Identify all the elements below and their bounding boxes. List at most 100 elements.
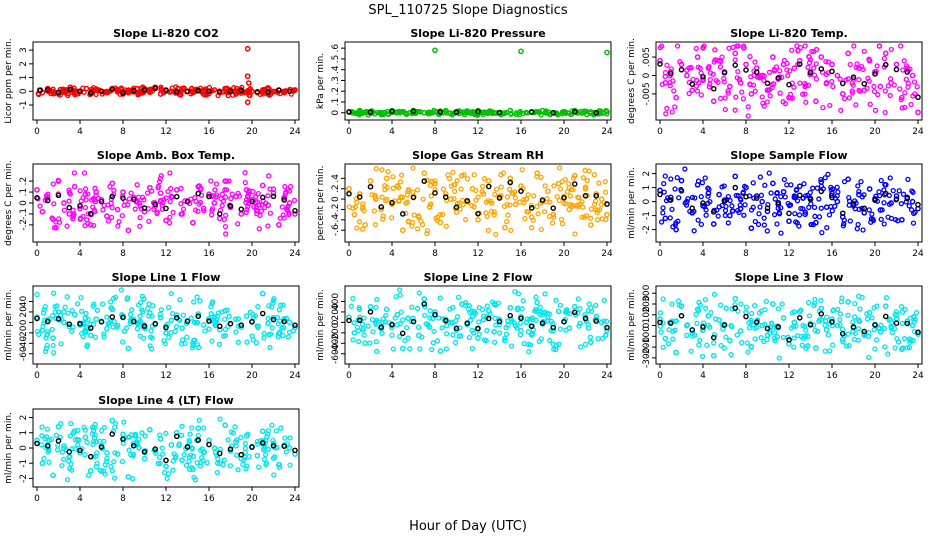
data-point <box>179 423 185 429</box>
data-point <box>588 308 595 315</box>
data-point <box>208 304 214 310</box>
highlight-point <box>721 198 728 204</box>
data-point <box>888 46 894 53</box>
data-point <box>287 435 293 441</box>
data-point <box>105 218 112 224</box>
data-point <box>200 91 207 97</box>
data-point <box>209 338 215 344</box>
data-point <box>424 230 430 237</box>
data-point <box>436 315 442 321</box>
data-point <box>500 170 507 176</box>
data-point <box>845 312 851 318</box>
data-point <box>67 84 74 91</box>
data-point <box>265 315 271 322</box>
data-point <box>98 427 105 434</box>
data-point <box>538 112 544 118</box>
data-point <box>158 306 165 313</box>
data-point <box>846 194 852 201</box>
data-point <box>700 45 706 51</box>
data-point <box>782 101 789 107</box>
data-point <box>885 83 892 89</box>
data-point <box>839 91 846 97</box>
data-point <box>813 76 820 82</box>
data-point <box>774 221 780 227</box>
data-point <box>780 61 787 68</box>
data-point <box>528 225 535 231</box>
data-point <box>566 181 572 187</box>
data-point <box>540 312 546 318</box>
data-point <box>693 311 699 318</box>
data-point <box>92 421 98 428</box>
data-point <box>716 57 722 64</box>
data-point <box>567 193 574 199</box>
data-point <box>768 321 775 327</box>
data-point <box>717 302 724 308</box>
data-point <box>672 222 678 228</box>
data-point <box>397 321 403 327</box>
data-point <box>767 93 773 99</box>
y-tick-label: -.2 <box>19 219 29 231</box>
highlight-point <box>786 81 792 88</box>
data-point <box>200 205 207 212</box>
highlight-point <box>216 450 223 457</box>
data-point <box>758 192 765 198</box>
data-point <box>125 474 132 480</box>
data-point <box>369 192 375 198</box>
data-point <box>705 65 712 71</box>
data-point <box>471 172 477 178</box>
data-point <box>120 431 126 438</box>
x-tick-label: 0 <box>346 127 352 137</box>
data-point <box>136 319 142 326</box>
data-point <box>72 446 78 452</box>
highlight-point <box>915 201 921 208</box>
highlight-point <box>98 88 105 95</box>
data-point <box>148 328 154 334</box>
data-point <box>422 304 428 310</box>
data-point <box>660 205 666 211</box>
data-point <box>165 304 172 311</box>
data-point <box>869 211 875 217</box>
highlight-point <box>829 194 835 201</box>
data-point <box>384 184 390 190</box>
data-point <box>278 302 284 308</box>
data-point <box>112 420 119 427</box>
panel-title: Slope Li-820 Temp. <box>730 27 848 40</box>
data-point <box>437 295 443 301</box>
data-point <box>826 212 833 218</box>
data-point <box>265 202 271 209</box>
data-point <box>479 183 486 190</box>
data-point <box>764 332 771 339</box>
data-point <box>196 417 202 423</box>
panel-title: Slope Line 3 Flow <box>735 271 844 284</box>
data-point <box>213 194 219 200</box>
highlight-point <box>109 431 116 437</box>
data-point <box>150 303 156 309</box>
x-tick-label: 0 <box>657 371 663 381</box>
highlight-point <box>882 190 889 197</box>
data-point <box>839 336 846 343</box>
data-point <box>866 207 872 213</box>
data-point <box>866 186 873 192</box>
data-point <box>407 346 413 352</box>
data-point <box>244 99 251 106</box>
data-point <box>525 329 532 335</box>
data-point <box>823 58 829 65</box>
x-tick-label: 16 <box>826 127 838 137</box>
data-point <box>49 326 55 333</box>
highlight-point <box>77 203 83 209</box>
data-point <box>557 186 564 192</box>
data-point <box>811 48 817 55</box>
data-point <box>505 212 511 218</box>
data-point <box>85 472 92 479</box>
data-point <box>267 186 273 192</box>
data-point <box>866 354 872 361</box>
data-point <box>604 211 610 218</box>
data-point <box>356 219 363 225</box>
data-point <box>794 186 800 193</box>
data-point <box>588 222 594 228</box>
panel-title: Slope Li-820 CO2 <box>113 27 219 40</box>
data-point <box>591 172 598 178</box>
data-point <box>50 88 56 95</box>
data-point <box>857 306 863 312</box>
